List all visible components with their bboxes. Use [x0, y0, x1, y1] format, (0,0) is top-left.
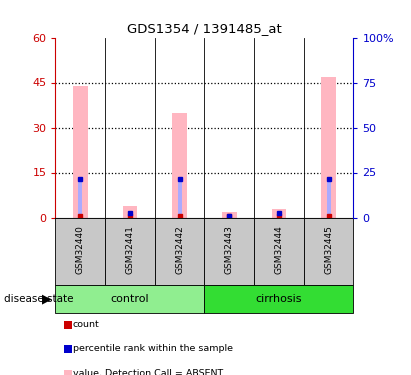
- Bar: [321, 76, 336, 218]
- Bar: [79, 178, 82, 218]
- Bar: [227, 216, 231, 217]
- Bar: [222, 211, 237, 217]
- Bar: [178, 178, 182, 218]
- Bar: [277, 213, 281, 217]
- Bar: [105, 217, 155, 285]
- Bar: [55, 285, 205, 313]
- Text: GSM32442: GSM32442: [175, 225, 184, 274]
- Text: percentile rank within the sample: percentile rank within the sample: [73, 344, 233, 353]
- Bar: [304, 217, 353, 285]
- Text: GSM32440: GSM32440: [76, 225, 85, 274]
- Bar: [205, 285, 353, 313]
- Bar: [122, 206, 137, 218]
- Bar: [172, 112, 187, 218]
- Bar: [128, 213, 132, 217]
- Bar: [55, 217, 105, 285]
- Bar: [155, 217, 204, 285]
- Bar: [327, 178, 330, 218]
- Bar: [254, 217, 304, 285]
- Text: count: count: [73, 320, 100, 329]
- Bar: [272, 209, 286, 218]
- Text: GSM32443: GSM32443: [225, 225, 234, 274]
- Text: disease state: disease state: [4, 294, 74, 304]
- Text: cirrhosis: cirrhosis: [256, 294, 302, 304]
- Text: GSM32444: GSM32444: [275, 225, 284, 274]
- Bar: [205, 217, 254, 285]
- Text: control: control: [111, 294, 149, 304]
- Bar: [73, 86, 88, 218]
- Text: ▶: ▶: [42, 292, 51, 306]
- Text: value, Detection Call = ABSENT: value, Detection Call = ABSENT: [73, 369, 223, 375]
- Text: GSM32445: GSM32445: [324, 225, 333, 274]
- Title: GDS1354 / 1391485_at: GDS1354 / 1391485_at: [127, 22, 282, 35]
- Text: GSM32441: GSM32441: [125, 225, 134, 274]
